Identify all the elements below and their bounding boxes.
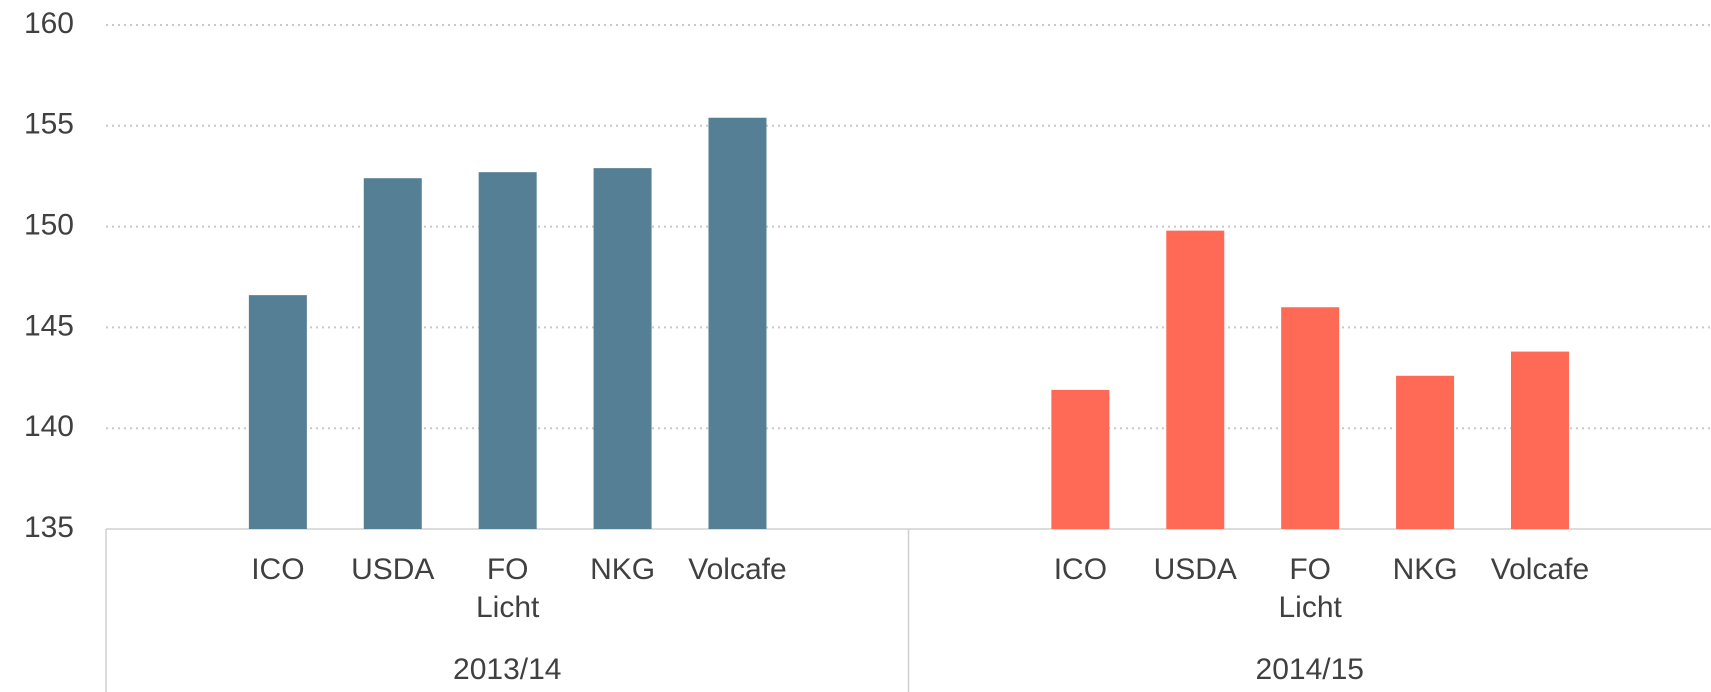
x-tick-label: FO Licht — [476, 553, 540, 624]
x-tick-label: ICO — [1054, 553, 1107, 586]
bar — [1051, 389, 1110, 529]
bar — [363, 178, 422, 529]
bar — [248, 295, 307, 529]
x-tick-label: USDA — [351, 553, 434, 586]
y-tick-label: 135 — [24, 511, 74, 544]
y-tick-label: 150 — [24, 209, 74, 242]
bar — [1281, 307, 1340, 529]
bar — [1396, 375, 1455, 529]
x-tick-label: Volcafe — [1491, 553, 1589, 586]
group-label: 2014/15 — [1256, 653, 1364, 686]
y-tick-label: 155 — [24, 108, 74, 141]
x-tick-label: NKG — [1393, 553, 1458, 586]
bar — [593, 168, 652, 530]
y-tick-label: 160 — [24, 7, 74, 40]
group-label: 2013/14 — [453, 653, 561, 686]
x-tick-label: Volcafe — [688, 553, 786, 586]
bar — [1166, 230, 1225, 529]
x-tick-label: ICO — [251, 553, 304, 586]
bar — [1510, 351, 1569, 529]
x-tick-label: NKG — [590, 553, 655, 586]
x-tick-label: FO Licht — [1278, 553, 1342, 624]
bar — [708, 117, 767, 530]
y-tick-label: 145 — [24, 309, 74, 342]
y-tick-label: 140 — [24, 410, 74, 443]
x-tick-label: USDA — [1154, 553, 1237, 586]
bar — [478, 172, 537, 529]
